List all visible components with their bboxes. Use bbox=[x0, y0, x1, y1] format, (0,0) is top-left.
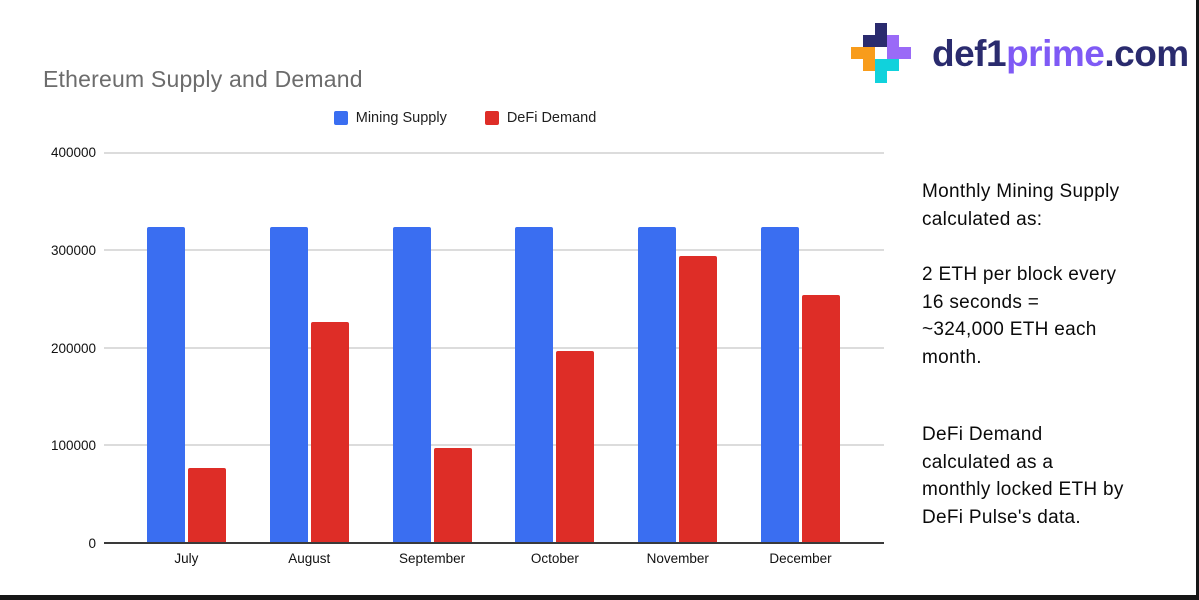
legend-label-mining-supply: Mining Supply bbox=[355, 110, 447, 126]
note-line: monthly locked ETH by bbox=[922, 479, 1124, 500]
defiprime-logo: def1prime.com bbox=[851, 22, 1189, 84]
slide-border-right bbox=[1196, 0, 1199, 600]
legend-swatch-rect bbox=[484, 111, 499, 125]
bar-mining-supply-august bbox=[269, 226, 308, 542]
gridline-100000 bbox=[104, 443, 884, 446]
bar-mining-supply-september bbox=[392, 226, 431, 542]
bar-defi-demand-november bbox=[679, 256, 718, 542]
x-axis-label-july: July bbox=[174, 551, 199, 566]
note-line: calculated as: bbox=[922, 208, 1043, 230]
note-line: Monthly Mining Supply bbox=[922, 181, 1120, 202]
note-formula: 2 ETH per block every 16 seconds = ~324,… bbox=[922, 261, 1196, 371]
bar-group-october bbox=[493, 153, 616, 542]
wordmark-defi: def1 bbox=[932, 33, 1007, 74]
note-line: month. bbox=[922, 346, 982, 368]
logo-piece-navy bbox=[863, 23, 887, 47]
note-line: 16 seconds = bbox=[922, 291, 1040, 313]
bar-defi-demand-september bbox=[433, 447, 472, 542]
legend-item-mining-supply: Mining Supply bbox=[333, 110, 447, 126]
notes-panel: Monthly Mining Supply calculated as: 2 E… bbox=[922, 178, 1196, 559]
logo-piece-purple bbox=[887, 35, 911, 59]
bar-defi-demand-december bbox=[802, 295, 841, 542]
legend-label-defi-demand: DeFi Demand bbox=[506, 110, 597, 126]
defiprime-wordmark: def1prime.com bbox=[932, 33, 1189, 75]
defiprime-logo-icon bbox=[851, 23, 911, 83]
note-line: calculated as a bbox=[922, 451, 1054, 473]
wordmark-com: .com bbox=[1104, 33, 1189, 74]
bar-mining-supply-december bbox=[761, 226, 800, 542]
note-line: ~324,000 ETH each bbox=[922, 319, 1097, 340]
plot-area: July August September October November Decemb… bbox=[104, 152, 884, 566]
chart-title: Ethereum Supply and Demand bbox=[43, 66, 363, 92]
logo-piece-cyan bbox=[875, 59, 899, 83]
note-line: 2 ETH per block every bbox=[922, 264, 1117, 285]
bar-defi-demand-october bbox=[556, 351, 595, 542]
chart-legend: Mining Supply DeFi Demand bbox=[0, 110, 930, 126]
legend-swatch-defi-demand-icon bbox=[484, 111, 499, 125]
x-axis-label-october: October bbox=[530, 551, 579, 566]
x-axis-labels: July August September October November Decemb… bbox=[125, 551, 862, 566]
bar-group-december bbox=[739, 153, 862, 542]
legend-item-defi-demand: DeFi Demand bbox=[484, 110, 597, 126]
bar-defi-demand-august bbox=[310, 322, 349, 542]
bar-mining-supply-july bbox=[146, 226, 185, 542]
y-axis-label-200000: 200000 bbox=[50, 340, 96, 356]
bar-mining-supply-october bbox=[515, 226, 554, 542]
y-axis-labels: 0 100000 200000 300000 400000 bbox=[30, 145, 96, 551]
y-axis-label-0: 0 bbox=[88, 536, 96, 551]
bar-group-september bbox=[371, 153, 494, 542]
logo-piece-orange bbox=[851, 47, 875, 71]
bar-group-july bbox=[125, 153, 248, 542]
x-axis-label-november: November bbox=[646, 551, 709, 566]
x-axis-label-december: December bbox=[769, 551, 832, 566]
gridline-300000 bbox=[104, 249, 884, 252]
x-axis-label-august: August bbox=[288, 551, 331, 566]
bars-row bbox=[125, 153, 862, 542]
gridlines bbox=[104, 152, 884, 542]
slide-border-bottom bbox=[0, 595, 1199, 600]
note-mining-supply: Monthly Mining Supply calculated as: bbox=[922, 178, 1196, 233]
wordmark-prime: prime bbox=[1006, 33, 1105, 74]
bar-mining-supply-november bbox=[638, 226, 677, 542]
y-axis-label-300000: 300000 bbox=[50, 242, 96, 258]
y-axis-label-100000: 100000 bbox=[50, 438, 96, 454]
legend-swatch-rect bbox=[333, 111, 348, 125]
note-line: DeFi Pulse's data. bbox=[922, 506, 1081, 528]
legend-swatch-mining-supply-icon bbox=[333, 111, 348, 125]
note-defi-demand: DeFi Demand calculated as a monthly lock… bbox=[922, 421, 1196, 531]
bar-defi-demand-july bbox=[187, 468, 226, 542]
gridline-200000 bbox=[104, 346, 884, 349]
x-axis-label-september: September bbox=[399, 551, 466, 566]
y-axis-label-400000: 400000 bbox=[50, 145, 96, 160]
bar-group-november bbox=[616, 153, 739, 542]
gridline-400000 bbox=[104, 152, 884, 154]
bar-group-august bbox=[248, 153, 371, 542]
note-line: DeFi Demand bbox=[922, 424, 1043, 445]
